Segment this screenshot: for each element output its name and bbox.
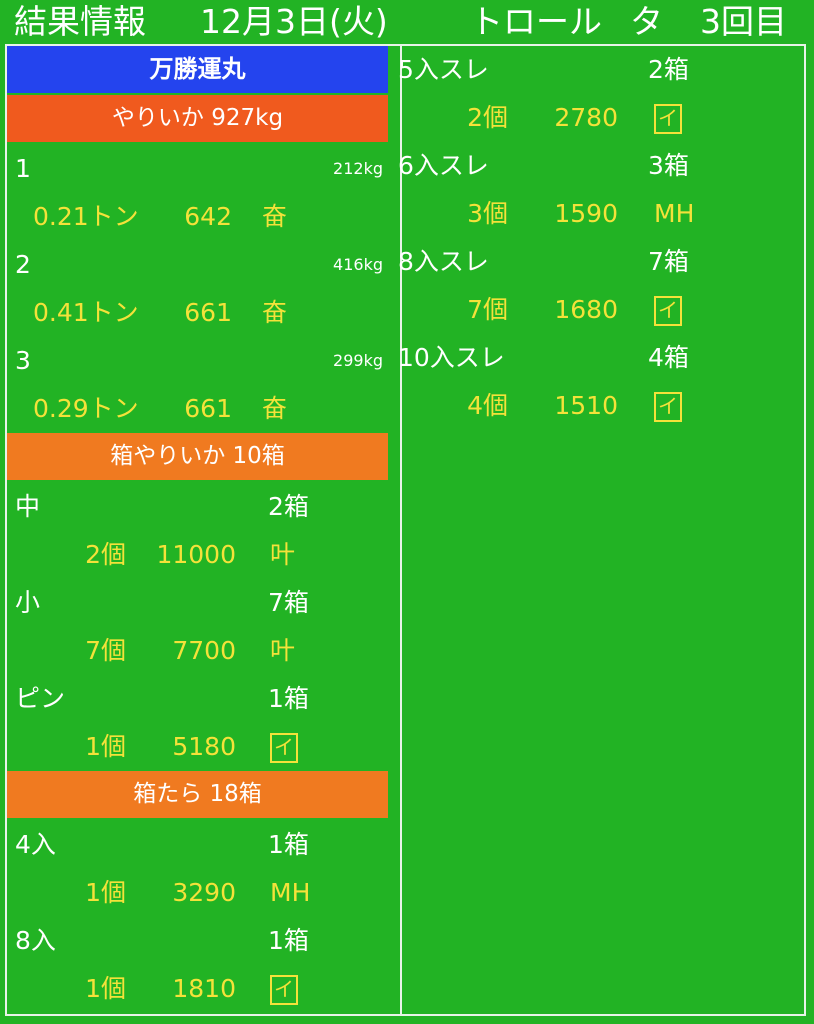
price: 1510 [554,391,618,420]
buyer-mark: 奋 [262,298,288,327]
amount: 4個 [467,391,508,420]
buyer-mark: 奋 [262,394,288,423]
buyer-mark: イ [270,733,298,763]
price: 1590 [554,199,618,228]
buyer-mark: イ [654,296,682,326]
price: 642 [184,202,232,231]
header-title: 結果情報 [14,2,146,41]
amount: 1個 [85,974,126,1003]
buyer-mark: MH [654,199,695,228]
header-title: トロール [470,2,602,41]
count: 3箱 [648,151,689,180]
item-label: 1 [15,154,31,183]
item-label: 6入スレ [398,151,489,180]
count: 2箱 [648,55,689,84]
price: 5180 [172,732,236,761]
amount: 7個 [467,295,508,324]
buyer-mark: 叶 [270,636,296,665]
right-panel [400,44,806,1016]
amount: 3個 [467,199,508,228]
price: 661 [184,298,232,327]
item-label: 5入スレ [398,55,489,84]
weight: 299kg [333,351,383,370]
buyer-mark: MH [270,878,311,907]
buyer-mark: イ [270,975,298,1005]
buyer-mark: イ [654,392,682,422]
price: 11000 [156,540,236,569]
count: 7箱 [268,588,309,617]
item-label: 8入 [15,926,56,955]
price: 1810 [172,974,236,1003]
section-header: 箱たら 18箱 [7,771,388,818]
amount: 0.41トン [33,298,139,327]
boat-bar: 万勝運丸 [7,46,388,93]
item-label: 3 [15,346,31,375]
buyer-mark: 奋 [262,202,288,231]
header-title: 3回目 [700,2,787,41]
buyer-mark: イ [654,104,682,134]
weight: 416kg [333,255,383,274]
section-header: やりいか 927kg [7,95,388,142]
item-label: 小 [15,588,41,617]
count: 1箱 [268,830,309,859]
item-label: 4入 [15,830,56,859]
item-label: 10入スレ [398,343,505,372]
count: 2箱 [268,492,309,521]
amount: 1個 [85,878,126,907]
item-label: 2 [15,250,31,279]
price: 2780 [554,103,618,132]
count: 4箱 [648,343,689,372]
section-header: 箱やりいか 10箱 [7,433,388,480]
count: 1箱 [268,926,309,955]
header-title: タ [630,2,663,41]
amount: 0.29トン [33,394,139,423]
header-title: 12月3日(火) [200,2,388,41]
amount: 2個 [85,540,126,569]
price: 7700 [172,636,236,665]
item-label: 8入スレ [398,247,489,276]
item-label: ピン [15,684,66,713]
amount: 1個 [85,732,126,761]
amount: 7個 [85,636,126,665]
count: 1箱 [268,684,309,713]
price: 1680 [554,295,618,324]
price: 661 [184,394,232,423]
count: 7箱 [648,247,689,276]
buyer-mark: 叶 [270,540,296,569]
item-label: 中 [15,492,41,521]
amount: 0.21トン [33,202,139,231]
amount: 2個 [467,103,508,132]
weight: 212kg [333,159,383,178]
price: 3290 [172,878,236,907]
